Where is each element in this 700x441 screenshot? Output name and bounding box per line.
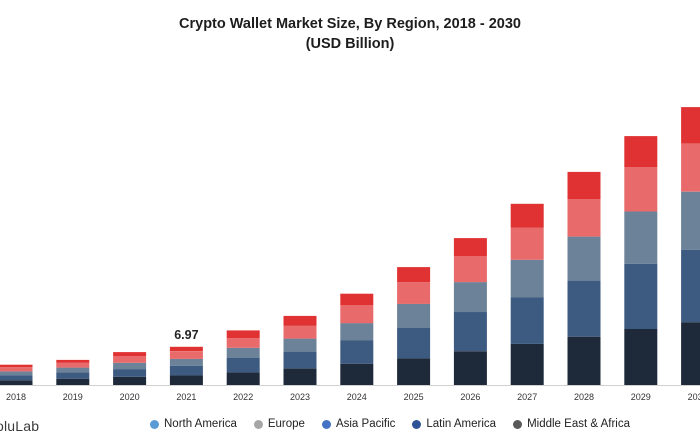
bar-segment-2025-latin-america: [397, 328, 431, 359]
bar-segment-2024-europe: [340, 305, 374, 324]
bar-segment-2030-europe: [681, 143, 700, 192]
bar-segment-2019-europe: [56, 362, 90, 368]
bar-segment-2024-asia-pacific: [340, 323, 374, 341]
legend-label: Middle East & Africa: [527, 418, 630, 430]
x-tick-label: 2021: [176, 392, 196, 402]
bar-segment-2029-europe: [624, 167, 658, 212]
bar-segment-2028-latin-america: [567, 280, 601, 337]
bar-segment-2027-north-america: [510, 203, 544, 228]
bar-segment-2027-middle-east-africa: [510, 343, 544, 385]
bar-segment-2021-europe: [169, 351, 203, 359]
bar-segment-2025-asia-pacific: [397, 303, 431, 328]
bar-segment-2026-north-america: [453, 238, 487, 256]
legend-item-latin-america: Latin America: [412, 418, 496, 430]
bar-segment-2029-middle-east-africa: [624, 328, 658, 385]
bar-segment-2022-asia-pacific: [226, 347, 260, 358]
bar-segment-2022-europe: [226, 338, 260, 348]
bar-segment-2026-latin-america: [453, 312, 487, 352]
x-tick-label: 2028: [574, 392, 594, 402]
bar-segment-2028-europe: [567, 198, 601, 237]
bar-segment-2028-north-america: [567, 171, 601, 199]
bar-segment-2026-middle-east-africa: [453, 351, 487, 385]
bar-segment-2018-north-america: [0, 364, 33, 368]
legend-swatch-icon: [513, 419, 523, 429]
bar-segment-2021-asia-pacific: [169, 358, 203, 366]
x-tick-label: 2023: [290, 392, 310, 402]
legend-item-asia-pacific: Asia Pacific: [321, 418, 396, 430]
bar-segment-2026-asia-pacific: [453, 282, 487, 313]
bar-segment-2030-latin-america: [681, 249, 700, 323]
bar-segment-2027-asia-pacific: [510, 259, 544, 298]
x-tick-label: 2030: [688, 392, 700, 402]
bar-segment-2030-north-america: [681, 107, 700, 144]
bar-segment-2020-europe: [113, 356, 147, 363]
x-tick-label: 2020: [120, 392, 140, 402]
bar-segment-2021-latin-america: [169, 365, 203, 376]
bar-segment-2029-asia-pacific: [624, 211, 658, 264]
x-tick-label: 2019: [63, 392, 83, 402]
bar-segment-2022-middle-east-africa: [226, 372, 260, 385]
bar-segment-2020-north-america: [113, 352, 147, 356]
x-tick-label: 2024: [347, 392, 367, 402]
legend-swatch-icon: [150, 419, 159, 429]
data-label-2021: 6.97: [174, 328, 198, 342]
x-tick-label: 2025: [404, 392, 424, 402]
legend-label: Latin America: [426, 418, 497, 430]
bar-segment-2021-middle-east-africa: [169, 375, 203, 385]
bar-segment-2023-north-america: [283, 315, 317, 326]
bar-segment-2019-middle-east-africa: [56, 378, 90, 385]
bar-segment-2019-latin-america: [56, 372, 90, 379]
bar-segment-2028-asia-pacific: [567, 236, 601, 281]
bar-segment-2020-latin-america: [113, 369, 147, 377]
bar-segment-2018-middle-east-africa: [0, 380, 33, 385]
bar-segment-2025-north-america: [397, 267, 431, 283]
bar-segment-2024-middle-east-africa: [340, 363, 374, 385]
bar-segment-2029-latin-america: [624, 263, 658, 329]
bar-segment-2030-asia-pacific: [681, 191, 700, 250]
bar-segment-2024-north-america: [340, 293, 374, 306]
bar-segment-2029-north-america: [624, 136, 658, 167]
legend-swatch-icon: [321, 419, 331, 429]
bar-segment-2027-europe: [510, 227, 544, 260]
bar-segment-2018-europe: [0, 367, 33, 372]
legend-item-europe: Europe: [253, 418, 305, 430]
bar-segment-2023-middle-east-africa: [283, 368, 317, 385]
bar-segment-2025-middle-east-africa: [397, 358, 431, 385]
legend-swatch-icon: [412, 419, 422, 429]
x-tick-label: 2018: [6, 392, 26, 402]
legend-label: Europe: [267, 418, 305, 430]
bar-segment-2019-asia-pacific: [56, 367, 90, 373]
bar-segment-2030-middle-east-africa: [681, 322, 700, 385]
bar-segment-2028-middle-east-africa: [567, 336, 601, 385]
bar-segment-2025-europe: [397, 282, 431, 304]
x-tick-label: 2022: [233, 392, 253, 402]
bar-segment-2022-latin-america: [226, 357, 260, 373]
x-tick-label: 2027: [517, 392, 537, 402]
legend-label: North America: [164, 418, 237, 430]
bar-segment-2019-north-america: [56, 359, 90, 363]
chart-title: Crypto Wallet Market Size, By Region, 20…: [179, 16, 521, 32]
x-tick-label: 2029: [631, 392, 651, 402]
brand-logo-text: oluLab: [0, 418, 40, 434]
legend-item-middle-east-africa: Middle East & Africa: [513, 418, 630, 430]
legend-label: Asia Pacific: [335, 418, 396, 430]
bar-segment-2024-latin-america: [340, 340, 374, 364]
bar-segment-2018-latin-america: [0, 375, 33, 381]
bar-segment-2020-middle-east-africa: [113, 376, 147, 385]
chart-legend: North America Europe Asia Pacific Latin …: [150, 414, 630, 434]
bar-segment-2023-europe: [283, 325, 317, 339]
chart-subtitle: (USD Billion): [305, 36, 395, 52]
bar-segment-2026-europe: [453, 256, 487, 283]
bar-segment-2027-latin-america: [510, 297, 544, 344]
legend-item-north-america: North America: [150, 418, 237, 430]
bar-segment-2021-north-america: [169, 346, 203, 352]
bar-segment-2020-asia-pacific: [113, 362, 147, 370]
legend-swatch-icon: [253, 419, 263, 429]
bar-segment-2018-asia-pacific: [0, 371, 33, 376]
x-tick-label: 2026: [460, 392, 480, 402]
bar-segment-2023-asia-pacific: [283, 338, 317, 352]
bar-segment-2022-north-america: [226, 330, 260, 339]
bar-segment-2023-latin-america: [283, 351, 317, 369]
